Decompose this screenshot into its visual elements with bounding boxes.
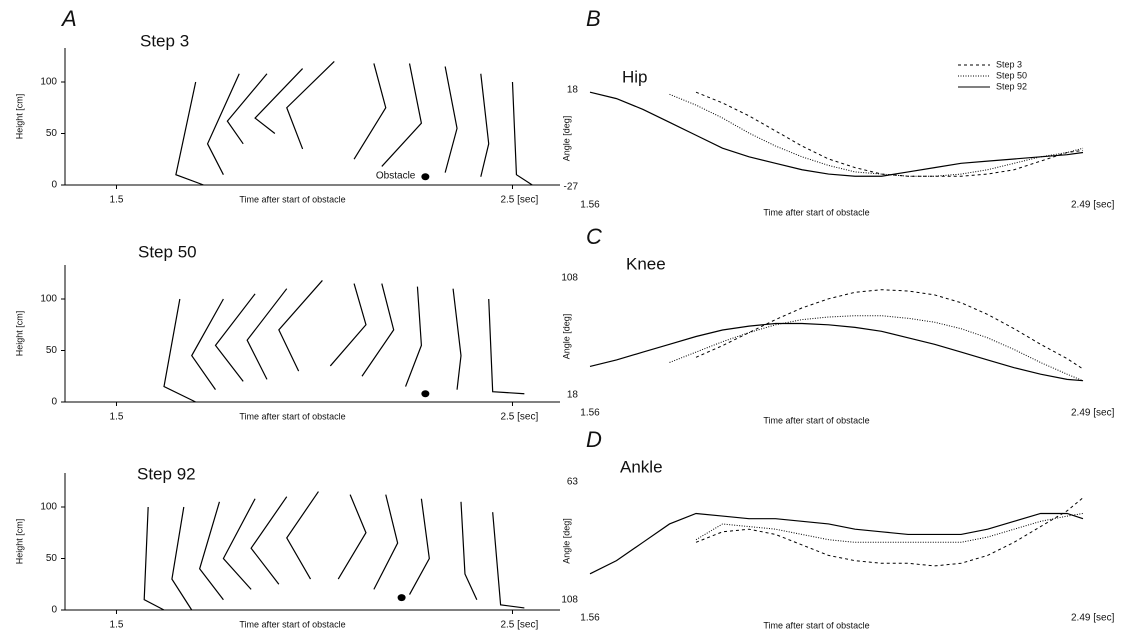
angle-line (695, 289, 1084, 370)
y-tick-label: 18 (567, 390, 579, 401)
leg-stick (353, 63, 387, 160)
leg-stick (488, 298, 525, 395)
leg-stick (222, 498, 256, 590)
y-tick-label: -27 (564, 182, 579, 193)
y-tick-label: 50 (46, 553, 58, 564)
x-tick-label: 2.5 [sec] (500, 620, 538, 631)
y-tick-label: 0 (51, 605, 57, 616)
x-axis-label: Time after start of obstacle (239, 411, 345, 421)
chart-title: Ankle (620, 457, 663, 476)
y-tick-label: 100 (40, 294, 57, 305)
leg-stick (214, 293, 256, 382)
x-axis-label: Time after start of obstacle (763, 415, 869, 425)
chart-title: Step 92 (137, 464, 196, 483)
leg-stick (381, 63, 423, 167)
angle-line (589, 512, 1084, 575)
x-tick-label: 2.5 [sec] (500, 195, 538, 206)
leg-stick (278, 280, 323, 372)
x-axis-label: Time after start of obstacle (239, 619, 345, 629)
panel-label: D (586, 427, 602, 452)
leg-stick (171, 506, 193, 611)
y-axis-label: Height [cm] (14, 519, 24, 565)
x-tick-label: 2.5 [sec] (500, 412, 538, 423)
x-tick-label: 1.56 (580, 613, 600, 624)
y-tick-label: 0 (51, 180, 57, 191)
leg-stick (511, 81, 533, 186)
angle-line (589, 322, 1084, 382)
x-axis-label: Time after start of obstacle (763, 620, 869, 630)
y-tick-label: 100 (40, 502, 57, 513)
leg-stick (373, 494, 399, 590)
leg-stick (226, 73, 268, 145)
x-axis-label: Time after start of obstacle (763, 207, 869, 217)
y-tick-label: 50 (46, 128, 58, 139)
leg-stick (337, 494, 367, 580)
y-tick-label: 63 (567, 477, 579, 488)
chart-title: Step 50 (138, 242, 197, 261)
angle-line (589, 91, 1084, 177)
obstacle (421, 390, 430, 398)
leg-stick (408, 498, 430, 595)
leg-stick (460, 501, 478, 600)
y-tick-label: 108 (561, 595, 578, 606)
chart-title: Knee (626, 254, 666, 273)
y-axis-label: Angle [deg] (561, 116, 571, 162)
leg-stick (404, 286, 423, 387)
x-tick-label: 1.56 (580, 200, 600, 211)
legend-label: Step 92 (996, 81, 1027, 91)
y-axis-label: Angle [deg] (561, 314, 571, 360)
panel-label: A (60, 6, 77, 31)
x-tick-label: 2.49 [sec] (1071, 408, 1115, 419)
leg-stick (286, 60, 335, 150)
leg-stick (163, 298, 196, 403)
leg-stick (206, 73, 240, 175)
y-tick-label: 18 (567, 85, 579, 96)
obstacle (397, 594, 406, 602)
y-axis-label: Height [cm] (14, 311, 24, 357)
x-tick-label: 2.49 [sec] (1071, 613, 1115, 624)
angle-line (695, 512, 1084, 543)
y-axis-label: Height [cm] (14, 94, 24, 140)
leg-stick (246, 288, 288, 380)
leg-stick (492, 512, 525, 609)
leg-stick (143, 506, 165, 611)
obstacle-label: Obstacle (376, 170, 416, 181)
x-axis-label: Time after start of obstacle (239, 194, 345, 204)
y-tick-label: 108 (561, 273, 578, 284)
legend-label: Step 50 (996, 70, 1027, 80)
angle-line (695, 497, 1084, 567)
x-tick-label: 1.5 (110, 620, 124, 631)
leg-stick (452, 288, 462, 390)
leg-stick (250, 496, 288, 585)
angle-line (695, 91, 1084, 177)
angle-line (669, 315, 1084, 382)
x-tick-label: 1.56 (580, 408, 600, 419)
x-tick-label: 1.5 (110, 412, 124, 423)
leg-stick (286, 491, 319, 580)
x-tick-label: 1.5 (110, 195, 124, 206)
legend-label: Step 3 (996, 59, 1022, 69)
obstacle (421, 173, 430, 181)
chart-title: Hip (622, 67, 648, 86)
y-tick-label: 0 (51, 397, 57, 408)
y-tick-label: 100 (40, 77, 57, 88)
leg-stick (191, 298, 224, 390)
leg-stick (444, 66, 458, 173)
panel-label: B (586, 6, 601, 31)
leg-stick (198, 501, 224, 601)
panel-label: C (586, 224, 602, 249)
y-axis-label: Angle [deg] (561, 518, 571, 564)
chart-title: Step 3 (140, 31, 189, 50)
leg-stick (361, 283, 395, 377)
x-tick-label: 2.49 [sec] (1071, 200, 1115, 211)
y-tick-label: 50 (46, 345, 58, 356)
leg-stick (329, 283, 367, 367)
leg-stick (480, 73, 490, 177)
angle-line (669, 93, 1084, 177)
leg-stick (254, 68, 304, 134)
leg-stick (175, 81, 204, 186)
